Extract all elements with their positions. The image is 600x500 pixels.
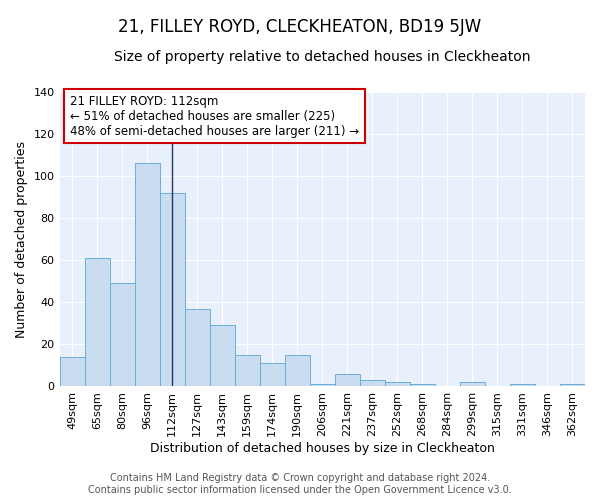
Bar — [134, 163, 160, 386]
Bar — [510, 384, 535, 386]
Bar — [460, 382, 485, 386]
Bar — [59, 357, 85, 386]
Bar — [160, 192, 185, 386]
Bar — [235, 355, 260, 386]
Bar — [360, 380, 385, 386]
Bar — [385, 382, 410, 386]
Text: 21, FILLEY ROYD, CLECKHEATON, BD19 5JW: 21, FILLEY ROYD, CLECKHEATON, BD19 5JW — [118, 18, 482, 36]
Bar — [410, 384, 435, 386]
Y-axis label: Number of detached properties: Number of detached properties — [15, 140, 28, 338]
Text: Contains HM Land Registry data © Crown copyright and database right 2024.
Contai: Contains HM Land Registry data © Crown c… — [88, 474, 512, 495]
Bar — [560, 384, 585, 386]
Bar — [85, 258, 110, 386]
Text: 21 FILLEY ROYD: 112sqm
← 51% of detached houses are smaller (225)
48% of semi-de: 21 FILLEY ROYD: 112sqm ← 51% of detached… — [70, 94, 359, 138]
Bar — [310, 384, 335, 386]
Bar — [285, 355, 310, 386]
X-axis label: Distribution of detached houses by size in Cleckheaton: Distribution of detached houses by size … — [150, 442, 495, 455]
Title: Size of property relative to detached houses in Cleckheaton: Size of property relative to detached ho… — [114, 50, 530, 64]
Bar — [110, 283, 134, 387]
Bar — [260, 364, 285, 386]
Bar — [185, 308, 209, 386]
Bar — [335, 374, 360, 386]
Bar — [209, 326, 235, 386]
